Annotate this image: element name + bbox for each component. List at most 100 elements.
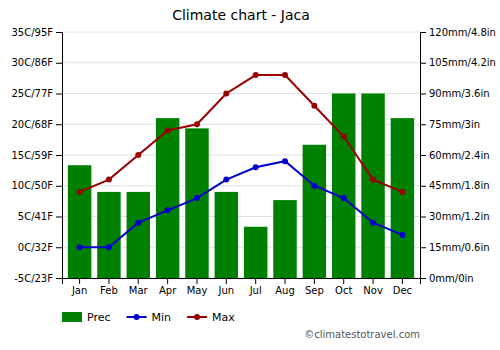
tick-mark <box>255 278 256 284</box>
legend-label: Prec <box>87 311 111 324</box>
axis-line <box>421 33 427 279</box>
bar <box>185 128 208 278</box>
marker <box>311 103 317 109</box>
marker <box>135 152 141 158</box>
tick-label: Apr <box>159 285 177 296</box>
tick: Nov <box>363 278 383 296</box>
marker <box>223 91 229 97</box>
bar <box>273 200 296 278</box>
tick-label: 0mm/0in <box>429 273 474 284</box>
bar <box>332 94 355 279</box>
marker <box>223 177 229 183</box>
marker <box>253 72 259 78</box>
bar <box>97 192 120 278</box>
legend-marker <box>194 314 200 320</box>
bar <box>68 165 91 278</box>
tick-label: 10C/50F <box>11 180 53 191</box>
marker <box>106 244 112 250</box>
tick: Dec <box>393 278 412 296</box>
legend-label: Max <box>212 311 235 324</box>
tick: Sep <box>305 278 324 296</box>
tick-mark <box>420 217 426 218</box>
tick-label: Jan <box>71 285 87 296</box>
tick-label: 5C/41F <box>18 211 53 222</box>
marker <box>194 195 200 201</box>
tick-label: Feb <box>100 285 118 296</box>
tick-label: 15mm/0.6in <box>429 242 490 253</box>
tick: 45mm/1.8in <box>420 180 490 191</box>
legend-marker <box>134 314 140 320</box>
tick-label: Nov <box>363 285 383 296</box>
bar <box>303 145 326 278</box>
tick-label: 30C/86F <box>11 57 53 68</box>
tick: Jul <box>249 278 262 296</box>
tick: 10C/50F <box>11 180 62 191</box>
tick-mark <box>373 278 374 284</box>
tick-mark <box>420 32 426 33</box>
marker <box>282 158 288 164</box>
marks <box>68 72 414 278</box>
tick-mark <box>285 278 286 284</box>
tick-mark <box>402 278 403 284</box>
bar <box>127 192 150 278</box>
marker <box>253 164 259 170</box>
tick: 30C/86F <box>11 57 62 68</box>
tick-label: -5C/23F <box>14 273 53 284</box>
tick-mark <box>56 94 62 95</box>
tick-label: 45mm/1.8in <box>429 180 490 191</box>
tick-mark <box>56 63 62 64</box>
tick: Feb <box>100 278 118 296</box>
tick-label: 60mm/2.4in <box>429 150 490 161</box>
title: Climate chart - Jaca <box>172 7 310 23</box>
marker <box>370 177 376 183</box>
tick-mark <box>314 278 315 284</box>
tick: 25C/77F <box>11 88 62 99</box>
tick: Jun <box>218 278 235 296</box>
marker <box>77 189 83 195</box>
marker <box>370 220 376 226</box>
tick-mark <box>167 278 168 284</box>
tick-mark <box>56 247 62 248</box>
tick-label: Mar <box>129 285 149 296</box>
plot: -5C/23F0C/32F5C/41F10C/50F15C/59F20C/68F… <box>11 27 496 296</box>
marker <box>77 244 83 250</box>
tick-mark <box>196 278 197 284</box>
tick-mark <box>343 278 344 284</box>
marker <box>399 189 405 195</box>
marker <box>106 177 112 183</box>
tick-label: 30mm/1.2in <box>429 211 490 222</box>
tick: 0C/32F <box>18 242 62 253</box>
tick-mark <box>420 124 426 125</box>
tick: 90mm/3.6in <box>420 88 490 99</box>
line <box>80 161 403 247</box>
tick: Aug <box>275 278 295 296</box>
tick: 35C/95F <box>11 27 62 38</box>
tick: 0mm/0in <box>420 273 474 284</box>
tick-label: 120mm/4.8in <box>429 27 496 38</box>
tick-mark <box>420 155 426 156</box>
tick: 60mm/2.4in <box>420 150 490 161</box>
tick-label: 35C/95F <box>11 27 53 38</box>
tick-mark <box>420 63 426 64</box>
tick: -5C/23F <box>14 273 62 284</box>
bar <box>156 118 179 278</box>
tick: 15mm/0.6in <box>420 242 490 253</box>
tick-mark <box>79 278 80 284</box>
tick-label: Sep <box>305 285 324 296</box>
y2-axis: 0mm/0in 15mm/0.6in 30mm/1.2in 45mm/1.8in 60m… <box>420 27 496 284</box>
legend: PrecMinMax <box>62 311 235 324</box>
tick-mark <box>138 278 139 284</box>
tick-label: 25C/77F <box>11 88 53 99</box>
tick-mark <box>56 32 62 33</box>
tick-mark <box>56 155 62 156</box>
marker <box>194 121 200 127</box>
bar <box>215 192 238 278</box>
tick-label: Dec <box>393 285 412 296</box>
tick: Mar <box>129 278 149 296</box>
legend-item: Prec <box>62 311 111 324</box>
tick-mark <box>56 186 62 187</box>
marker <box>341 195 347 201</box>
tick-mark <box>420 94 426 95</box>
legend-swatch <box>62 312 82 322</box>
tick-mark <box>420 186 426 187</box>
